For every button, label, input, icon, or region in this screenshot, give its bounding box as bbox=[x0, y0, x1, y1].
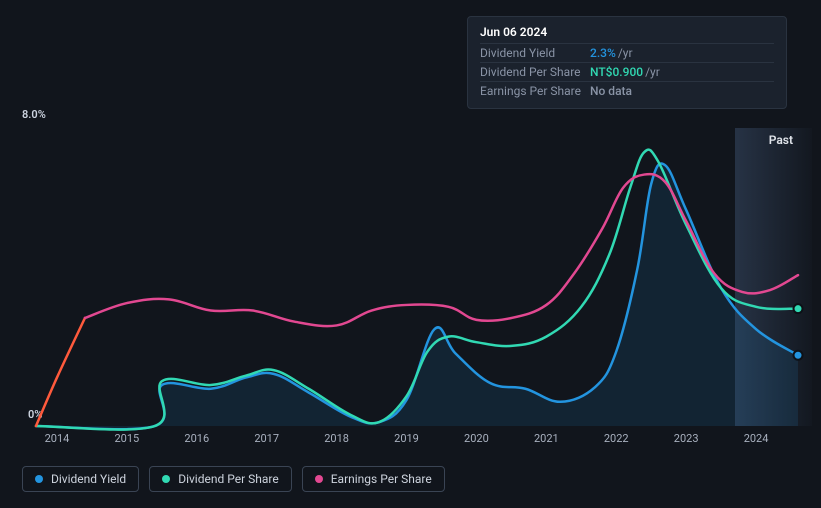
x-tick: 2014 bbox=[45, 432, 70, 445]
legend-dot-0 bbox=[35, 475, 43, 483]
legend-dot-1 bbox=[162, 475, 170, 483]
tooltip-date: Jun 06 2024 bbox=[480, 25, 774, 39]
tt-label-1: Dividend Per Share bbox=[480, 65, 590, 79]
legend-label-0: Dividend Yield bbox=[51, 472, 126, 486]
x-tick: 2017 bbox=[254, 432, 279, 445]
x-tick: 2024 bbox=[744, 432, 769, 445]
legend-item-dividend-per-share[interactable]: Dividend Per Share bbox=[149, 466, 292, 492]
legend-label-2: Earnings Per Share bbox=[331, 472, 432, 486]
tt-value-2: No data bbox=[590, 84, 632, 98]
legend-item-dividend-yield[interactable]: Dividend Yield bbox=[22, 466, 139, 492]
x-tick: 2019 bbox=[394, 432, 419, 445]
legend: Dividend Yield Dividend Per Share Earnin… bbox=[22, 466, 445, 492]
x-tick: 2016 bbox=[184, 432, 209, 445]
x-tick: 2018 bbox=[324, 432, 349, 445]
tt-unit-0: /yr bbox=[618, 46, 633, 60]
y-tick-max: 8.0% bbox=[22, 108, 46, 121]
tt-label-0: Dividend Yield bbox=[480, 46, 590, 60]
tt-value-0: 2.3% bbox=[590, 46, 616, 60]
tt-unit-1: /yr bbox=[645, 65, 660, 79]
x-tick: 2020 bbox=[464, 432, 489, 445]
x-tick: 2023 bbox=[674, 432, 699, 445]
x-tick: 2015 bbox=[114, 432, 139, 445]
legend-label-1: Dividend Per Share bbox=[178, 472, 279, 486]
tt-label-2: Earnings Per Share bbox=[480, 84, 590, 98]
x-tick: 2022 bbox=[604, 432, 629, 445]
legend-item-earnings-per-share[interactable]: Earnings Per Share bbox=[302, 466, 445, 492]
line-chart bbox=[22, 128, 812, 426]
x-tick: 2021 bbox=[534, 432, 559, 445]
legend-dot-2 bbox=[315, 475, 323, 483]
tt-value-1: NT$0.900 bbox=[590, 65, 643, 79]
chart-tooltip: Jun 06 2024 Dividend Yield 2.3%/yr Divid… bbox=[467, 16, 787, 109]
